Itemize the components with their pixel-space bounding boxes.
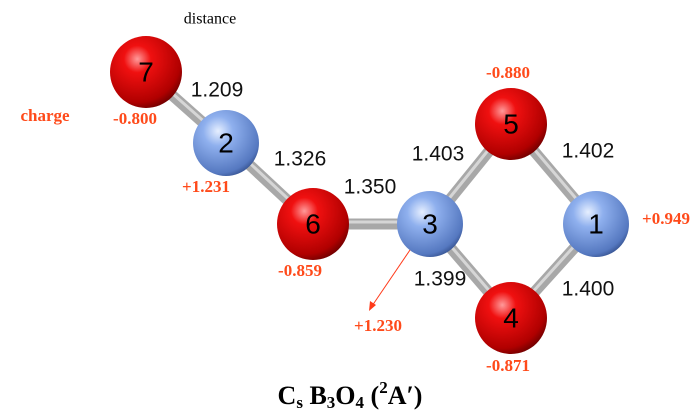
title-part: 3 (327, 393, 336, 412)
bond-distance: 1.403 (412, 143, 465, 166)
atom-number: 5 (503, 108, 519, 139)
diagram: 7 2 6 3 5 4 1 distance charge 1.209 1.326 1.350 1… (0, 0, 700, 419)
charge-label: charge (20, 106, 70, 125)
title-part: A′) (388, 381, 423, 410)
charge-arrow (372, 250, 410, 306)
atom-charge: +0.949 (642, 209, 690, 228)
atom-number: 1 (588, 208, 604, 239)
bond-distance: 1.350 (344, 176, 397, 199)
bond-distance: 1.399 (414, 268, 467, 291)
distance-label: distance (184, 11, 236, 28)
atom-charge: -0.859 (278, 261, 322, 280)
bond-distance: 1.326 (274, 148, 327, 171)
atom-number: 4 (503, 302, 519, 333)
atom-number: 7 (138, 56, 154, 87)
atom-number: 6 (305, 208, 321, 239)
atom-charge: +1.231 (182, 177, 230, 196)
atom-charge: -0.800 (113, 109, 157, 128)
atom-charge: -0.871 (486, 356, 530, 375)
title-part: ( (364, 381, 379, 410)
atom-number: 3 (422, 208, 438, 239)
title-part: C (278, 381, 297, 410)
atom-charge: +1.230 (354, 316, 402, 335)
title-part: B (303, 381, 327, 410)
atom-number: 2 (218, 127, 234, 158)
bond-distance: 1.400 (562, 278, 615, 301)
bond-distance: 1.209 (191, 79, 244, 102)
title-part: 2 (379, 378, 388, 397)
bond-distance: 1.402 (562, 140, 615, 163)
atom-charge: -0.880 (486, 63, 530, 82)
title-part: O (335, 381, 355, 410)
title: Cs B3O4 (2A′) (278, 378, 423, 412)
